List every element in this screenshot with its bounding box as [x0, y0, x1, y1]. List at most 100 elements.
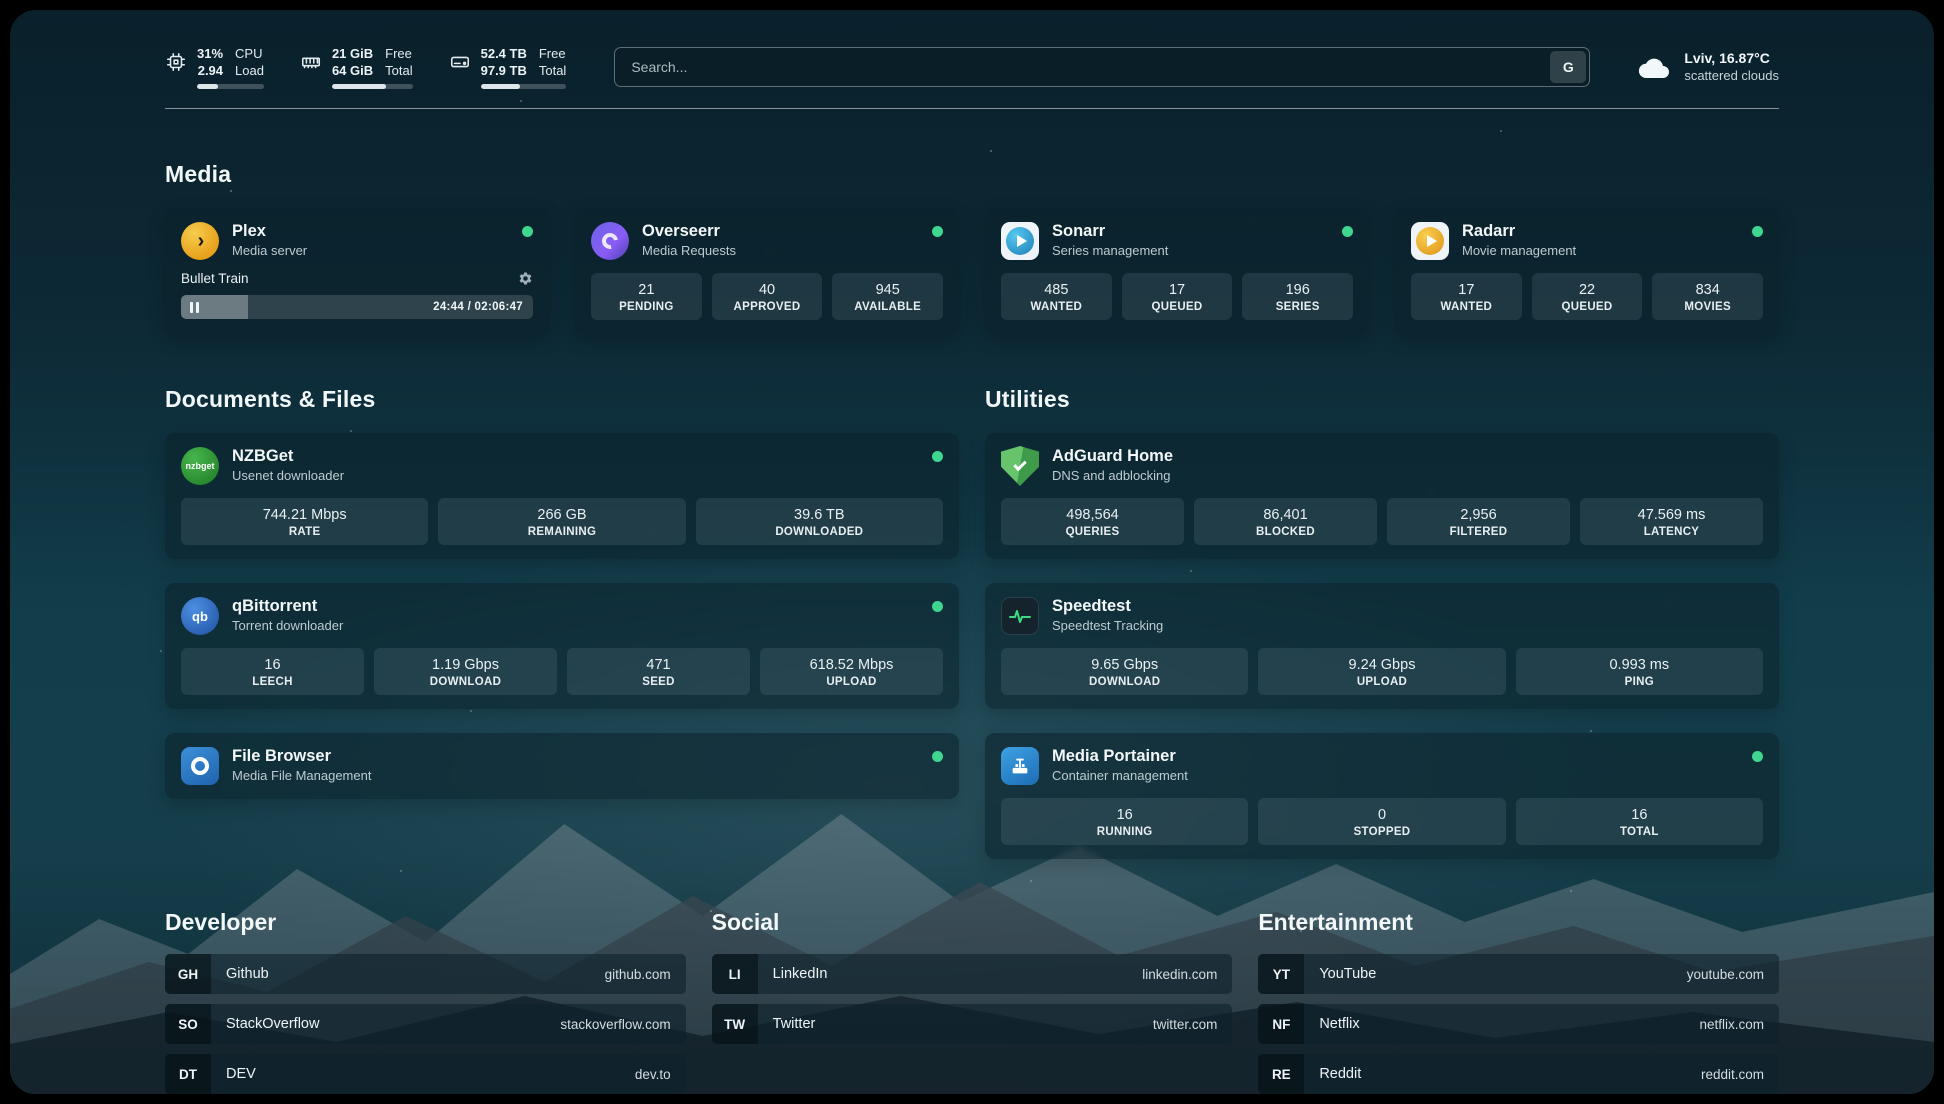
status-dot	[932, 451, 943, 462]
status-dot	[932, 751, 943, 762]
overseerr-icon	[591, 222, 629, 260]
weather-location: Lviv, 16.87°C	[1684, 50, 1770, 66]
memory-free-value: 21 GiB	[331, 46, 374, 61]
stat-wanted: 17 WANTED	[1411, 273, 1522, 320]
service-name: File Browser	[232, 747, 332, 765]
stat-seed: 471 SEED	[567, 648, 750, 695]
gear-icon[interactable]	[518, 271, 533, 286]
service-card-sonarr[interactable]: Sonarr Series management 485 WANTED 17 QUE…	[985, 208, 1369, 334]
service-subtitle: Series management	[1052, 243, 1169, 258]
top-bar: 31% 2.94 CPU Load	[165, 40, 1779, 94]
search-input[interactable]	[614, 47, 1591, 87]
system-metrics: 31% 2.94 CPU Load	[165, 45, 567, 89]
service-name: qBittorrent	[232, 597, 318, 615]
bookmark-twitter[interactable]: TW Twitter twitter.com	[711, 1004, 1233, 1044]
service-card-filebrowser[interactable]: File Browser Media File Management	[165, 733, 959, 799]
service-subtitle: Usenet downloader	[232, 468, 345, 483]
stat-remaining: 266 GB REMAINING	[438, 498, 686, 545]
stat-pending: 21 PENDING	[591, 273, 702, 320]
nzbget-icon: nzbget	[181, 447, 219, 485]
service-card-overseerr[interactable]: Overseerr Media Requests 21 PENDING 40 APP…	[575, 208, 959, 334]
stat-download: 1.19 Gbps DOWNLOAD	[374, 648, 557, 695]
snow-particles	[10, 10, 12, 12]
memory-progress-bar	[331, 84, 413, 89]
service-subtitle: Media File Management	[232, 768, 372, 783]
search-engine-button[interactable]: G	[1550, 51, 1587, 83]
service-card-adguard[interactable]: AdGuard Home DNS and adblocking 498,564 Q…	[985, 433, 1779, 559]
service-card-plex[interactable]: › Plex Media server Bullet Train	[165, 208, 549, 334]
bookmark-abbr: RE	[1258, 1054, 1305, 1094]
bookmark-url: twitter.com	[1152, 1016, 1218, 1032]
stat-upload: 618.52 Mbps UPLOAD	[760, 648, 943, 695]
service-card-speedtest[interactable]: Speedtest Speedtest Tracking 9.65 Gbps DO…	[985, 583, 1779, 709]
service-subtitle: Speedtest Tracking	[1052, 618, 1164, 633]
bookmark-url: dev.to	[634, 1066, 671, 1082]
section-title-entertainment: Entertainment	[1258, 909, 1413, 935]
plex-progress-bar: 24:44 / 02:06:47	[181, 295, 533, 319]
service-name: Plex	[232, 222, 266, 240]
speedtest-icon	[1001, 597, 1039, 635]
service-subtitle: Movie management	[1462, 243, 1577, 258]
bookmark-reddit[interactable]: RE Reddit reddit.com	[1258, 1054, 1779, 1094]
status-dot	[522, 226, 533, 237]
service-card-qbittorrent[interactable]: qb qBittorrent Torrent downloader 16 LEEC…	[165, 583, 959, 709]
stat-upload: 9.24 Gbps UPLOAD	[1258, 648, 1506, 695]
bookmark-netflix[interactable]: NF Netflix netflix.com	[1258, 1004, 1779, 1044]
bookmark-name: YouTube	[1319, 966, 1377, 982]
stat-wanted: 485 WANTED	[1001, 273, 1112, 320]
media-grid: › Plex Media server Bullet Train	[165, 208, 1779, 334]
service-card-radarr[interactable]: Radarr Movie management 17 WANTED 22 QUEUE…	[1395, 208, 1779, 334]
bookmark-stackoverflow[interactable]: SO StackOverflow stackoverflow.com	[165, 1004, 686, 1044]
stat-total: 16 TOTAL	[1515, 798, 1763, 845]
cpu-metric: 31% 2.94 CPU Load	[165, 45, 264, 89]
service-subtitle: Media Requests	[642, 243, 736, 258]
service-card-portainer[interactable]: Media Portainer Container management 16 R…	[985, 733, 1779, 859]
cpu-label: CPU	[235, 46, 263, 61]
service-name: Radarr	[1462, 222, 1516, 240]
status-dot	[932, 226, 943, 237]
bookmark-youtube[interactable]: YT YouTube youtube.com	[1258, 954, 1779, 994]
cpu-icon	[166, 52, 186, 72]
section-title-social: Social	[711, 909, 780, 935]
service-name: NZBGet	[232, 447, 294, 465]
filebrowser-icon	[181, 747, 219, 785]
bookmark-github[interactable]: GH Github github.com	[165, 954, 686, 994]
memory-total-label: Total	[385, 63, 413, 78]
playback-time: 24:44 / 02:06:47	[433, 301, 523, 313]
service-name: Speedtest	[1052, 597, 1131, 615]
search-bar: G	[614, 47, 1591, 87]
stat-approved: 40 APPROVED	[711, 273, 823, 320]
bookmark-url: netflix.com	[1699, 1016, 1764, 1032]
cpu-progress-bar	[197, 84, 264, 89]
disk-total-label: Total	[538, 63, 567, 78]
stat-download: 9.65 Gbps DOWNLOAD	[1001, 648, 1249, 695]
bookmark-name: LinkedIn	[772, 966, 828, 982]
bookmark-abbr: SO	[165, 1004, 211, 1044]
bookmark-url: youtube.com	[1686, 966, 1764, 982]
bookmark-linkedin[interactable]: LI LinkedIn linkedin.com	[711, 954, 1233, 994]
bookmark-name: Github	[226, 966, 269, 982]
bookmark-url: reddit.com	[1700, 1066, 1764, 1082]
stat-available: 945 AVAILABLE	[832, 273, 944, 320]
pause-icon[interactable]	[190, 301, 199, 313]
memory-total-value: 64 GiB	[331, 63, 374, 78]
service-subtitle: Media server	[232, 243, 308, 258]
service-subtitle: Torrent downloader	[232, 618, 344, 633]
service-name: Sonarr	[1052, 222, 1106, 240]
cpu-load-label: Load	[235, 63, 264, 78]
stat-movies: 834 MOVIES	[1652, 273, 1764, 320]
cpu-load-value: 2.94	[197, 63, 224, 78]
disk-total-value: 97.9 TB	[480, 63, 527, 78]
bookmark-name: DEV	[226, 1066, 256, 1082]
service-subtitle: Container management	[1052, 768, 1188, 783]
bookmark-url: stackoverflow.com	[560, 1016, 671, 1032]
bookmark-dev[interactable]: DT DEV dev.to	[165, 1054, 686, 1094]
service-name: Overseerr	[642, 222, 720, 240]
stat-filtered: 2,956 FILTERED	[1387, 498, 1570, 545]
status-dot	[932, 601, 943, 612]
stat-rate: 744.21 Mbps RATE	[181, 498, 429, 545]
service-card-nzbget[interactable]: nzbget NZBGet Usenet downloader 744.21 M…	[165, 433, 959, 559]
service-subtitle: DNS and adblocking	[1052, 468, 1171, 483]
bookmark-name: Twitter	[772, 1016, 816, 1032]
memory-free-label: Free	[385, 46, 412, 61]
